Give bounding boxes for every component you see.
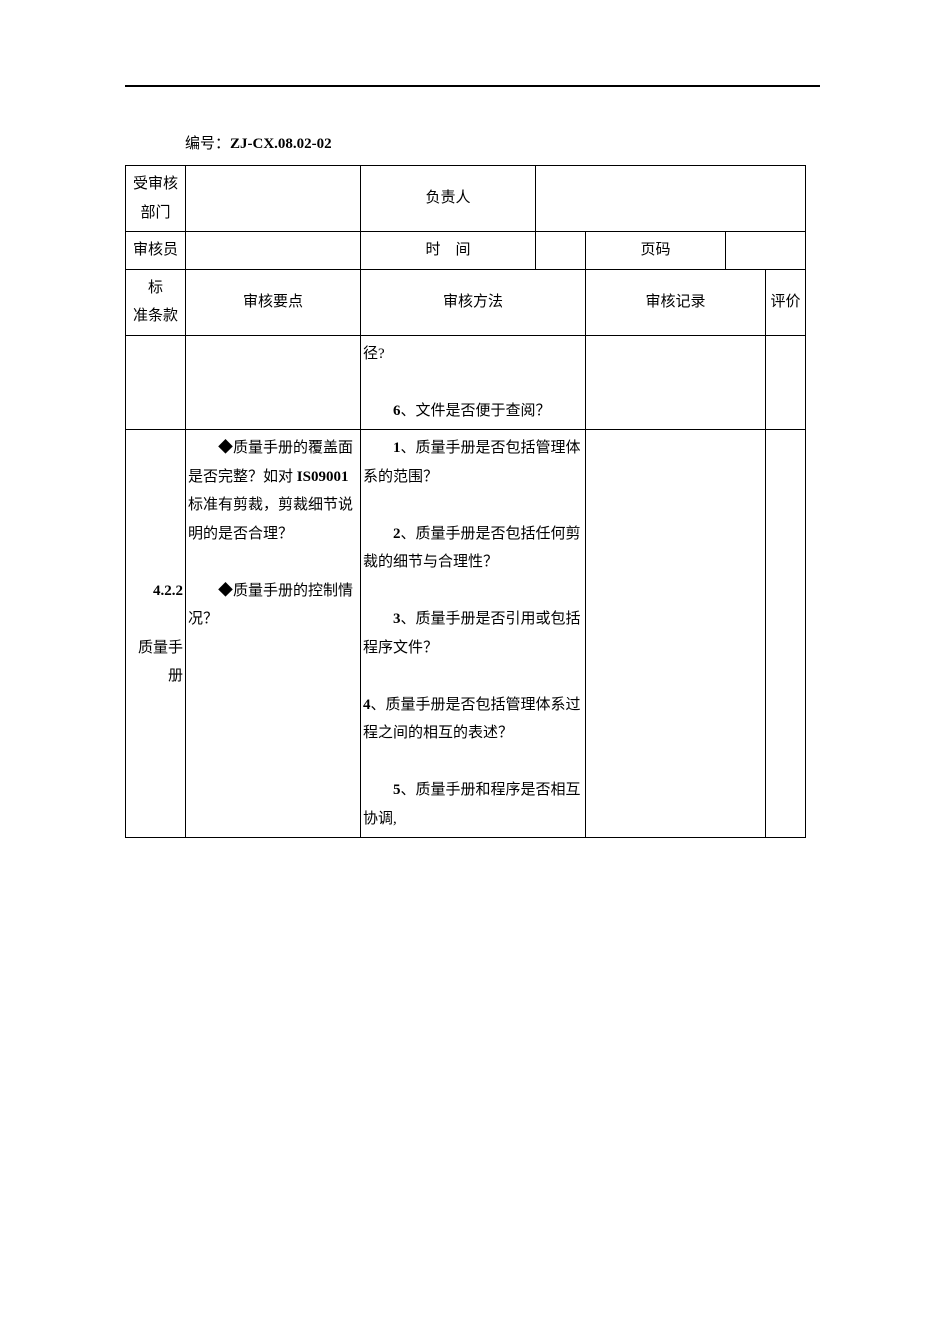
page-label-cell: 页码 — [586, 232, 726, 270]
table-row: 4.2.2质量手册 ◆质量手册的覆盖面是否完整？如对 IS09001 标准有剪裁… — [126, 430, 806, 838]
owner-value-cell — [536, 166, 806, 232]
time-value-cell — [536, 232, 586, 270]
owner-label-cell: 负责人 — [361, 166, 536, 232]
column-header-row: 标准条款 审核要点 审核方法 审核记录 评价 — [126, 269, 806, 335]
clause-cell: 4.2.2质量手册 — [126, 430, 186, 838]
header-row-1: 受审核部门 负责人 — [126, 166, 806, 232]
page-container: 编号：ZJ-CX.08.02-02 受审核部门 负责人 审核员 时 间 页码 — [0, 0, 945, 838]
points-header: 审核要点 — [186, 269, 361, 335]
time-label-cell: 时 间 — [361, 232, 536, 270]
header-row-2: 审核员 时 间 页码 — [126, 232, 806, 270]
clause-cell — [126, 335, 186, 430]
eval-cell — [766, 335, 806, 430]
top-horizontal-rule — [125, 85, 820, 87]
dept-value-cell — [186, 166, 361, 232]
clause-header: 标准条款 — [126, 269, 186, 335]
auditor-label-cell: 审核员 — [126, 232, 186, 270]
method-cell: 1、质量手册是否包括管理体系的范围？ 2、质量手册是否包括任何剪裁的细节与合理性… — [361, 430, 586, 838]
record-header: 审核记录 — [586, 269, 766, 335]
eval-cell — [766, 430, 806, 838]
dept-label-cell: 受审核部门 — [126, 166, 186, 232]
table-row: 径? 6、文件是否便于查阅？ — [126, 335, 806, 430]
document-number: 编号：ZJ-CX.08.02-02 — [185, 132, 820, 153]
record-cell — [586, 430, 766, 838]
points-cell: ◆质量手册的覆盖面是否完整？如对 IS09001 标准有剪裁，剪裁细节说明的是否… — [186, 430, 361, 838]
points-cell — [186, 335, 361, 430]
doc-number-label: 编号： — [185, 136, 230, 152]
page-value-cell — [726, 232, 806, 270]
audit-table: 受审核部门 负责人 审核员 时 间 页码 标准条款 审核要点 审核方法 审核记录… — [125, 165, 806, 838]
doc-number-value: ZJ-CX.08.02-02 — [230, 136, 332, 152]
method-cell: 径? 6、文件是否便于查阅？ — [361, 335, 586, 430]
record-cell — [586, 335, 766, 430]
eval-header: 评价 — [766, 269, 806, 335]
auditor-value-cell — [186, 232, 361, 270]
method-header: 审核方法 — [361, 269, 586, 335]
